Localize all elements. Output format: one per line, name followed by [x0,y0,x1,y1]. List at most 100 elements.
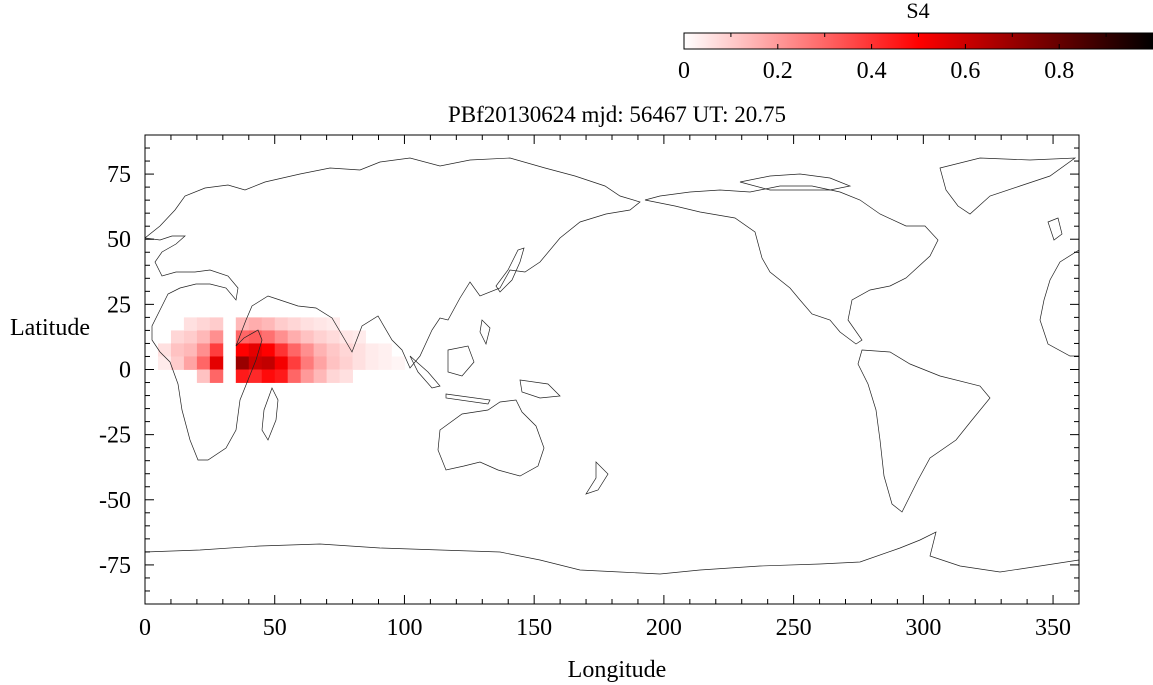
heatmap-cell [378,356,392,370]
coastline-north-america [644,185,939,345]
heatmap-cell [313,356,328,370]
heatmap-cell [339,356,353,370]
heatmap-cell [326,356,340,370]
coastline-new-zealand [585,461,609,495]
coastline-java [445,393,491,405]
heatmap-cell [274,330,289,344]
heatmap-cell [300,356,315,370]
heatmap-cell [352,356,366,370]
colorbar: S4 0 0.2 0.4 0.6 0.8 [678,0,1153,84]
y-tick-label: 75 [107,162,131,188]
heatmap-cell [300,343,315,357]
coastlines [145,157,1079,575]
heatmap-cell [248,317,263,331]
y-tick-label: 25 [107,292,131,318]
heatmap-cell [248,369,263,383]
heatmap-cell [183,343,198,357]
heatmap-cell [274,356,289,370]
coastline-eurasia-africa [145,157,641,461]
x-axis-label: Longitude [568,657,667,683]
heatmap-cell [209,369,224,383]
heatmap-cell [209,356,224,370]
heatmap-cell [261,369,276,383]
heatmap-cell [365,356,379,370]
coastline-australia [437,399,545,477]
coastline-antarctica [145,531,1079,575]
x-tick-label: 50 [263,615,287,641]
colorbar-tick-label: 0.2 [763,58,793,84]
heatmap-cell [235,330,250,344]
coastline-uk [1047,217,1063,241]
y-tick-label: 0 [119,358,131,384]
plot-title: PBf20130624 mjd: 56467 UT: 20.75 [448,102,786,127]
heatmap-cell [287,369,302,383]
heatmap-cell [248,330,263,344]
heatmap-cell [170,330,185,344]
x-tick-label: 250 [776,615,812,641]
heatmap-cell [235,369,250,383]
heatmap-cell [196,369,211,383]
coastline-japan [495,247,525,293]
heatmap-cell [274,317,289,331]
coastline-philippines [479,319,491,346]
x-tick-label: 150 [516,615,552,641]
heatmap-cell [391,356,405,370]
heatmap-cell [196,317,211,331]
colorbar-ticks: 0 0.2 0.4 0.6 0.8 [678,33,1107,84]
heatmap-cell [326,330,340,344]
heatmap-cell [196,343,211,357]
x-tick-label: 200 [646,615,682,641]
heatmap-cell [326,343,340,357]
y-tick-label: -50 [99,488,131,514]
heatmap-cell [300,317,315,331]
heatmap-cell [261,343,276,357]
heatmap-cell [313,369,328,383]
heatmap-cell [248,343,263,357]
y-tick-label: -25 [99,423,131,449]
heatmap-cell [209,343,224,357]
heatmap-cell [183,317,198,331]
heatmap-cell [287,330,302,344]
heatmap-cell [235,343,250,357]
heatmap-cell [352,343,366,357]
heatmap-cell [274,343,289,357]
x-tick-label: 100 [386,615,422,641]
heatmap-cell [261,317,276,331]
heatmap-cell [339,343,353,357]
colorbar-tick-label: 0 [678,58,690,84]
heatmap-cell [209,317,224,331]
heatmap-cell [183,356,198,370]
heatmap-cell [365,343,379,357]
coastline-newguinea [519,379,561,399]
heatmap-cell [274,369,289,383]
coastline-borneo [447,345,475,377]
heatmap-cell [339,330,353,344]
coastline-madagascar [261,387,279,441]
heatmap-cell [183,330,198,344]
heatmap-cell [378,343,392,357]
heatmap-cell [300,330,315,344]
heatmap-cell [261,356,276,370]
coastline-south-america [857,349,991,513]
x-tick-label: 300 [905,615,941,641]
colorbar-tick-label: 0.4 [857,58,887,84]
heatmap-cell [287,343,302,357]
heatmap-cell [170,356,185,370]
colorbar-label: S4 [906,0,929,23]
x-tick-label: 0 [139,615,151,641]
heatmap-cell [313,317,328,331]
heatmap-cell [196,356,211,370]
heatmap-cell [287,317,302,331]
colorbar-tick-label: 0.6 [950,58,980,84]
heatmap-cell [157,343,172,357]
heatmap-cell [157,356,172,370]
coastline-europe-right [1039,249,1079,357]
heatmap-cell [300,369,315,383]
coastline-greenland [939,157,1077,215]
heatmap-cell [313,330,328,344]
y-tick-label: 50 [107,227,131,253]
heatmap-cell [248,356,263,370]
heatmap-cell [235,356,250,370]
